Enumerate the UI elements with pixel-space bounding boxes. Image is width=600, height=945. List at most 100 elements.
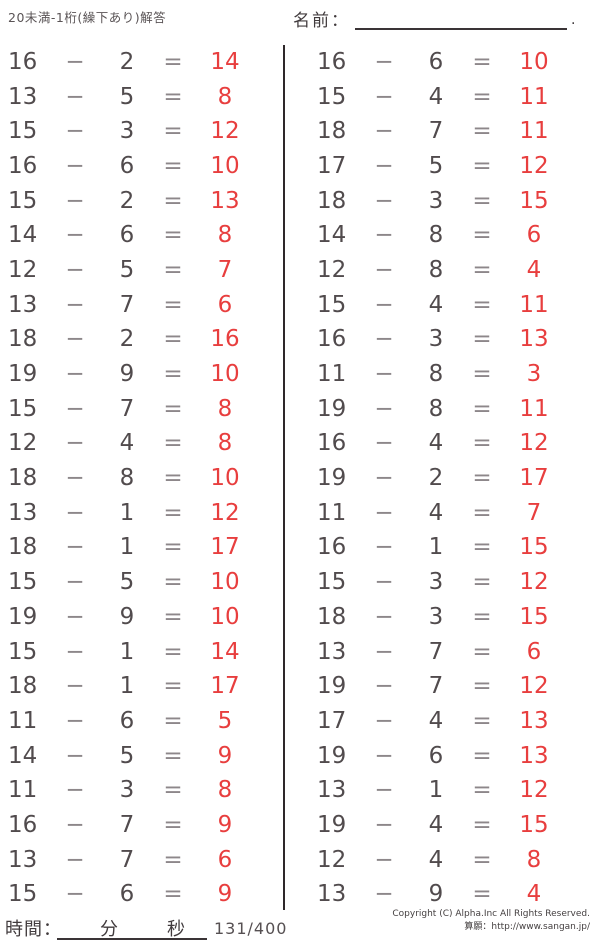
answer-value: 4 — [526, 881, 542, 908]
minus-sign: − — [65, 48, 85, 75]
minuend: 16 — [8, 152, 38, 179]
equals-sign: = — [472, 430, 492, 457]
problem-row: 13− 7 = 6 — [317, 635, 567, 670]
minus-sign: − — [65, 638, 85, 665]
minuend: 19 — [317, 811, 347, 838]
subtrahend: 8 — [428, 256, 444, 283]
problem-row: 19− 6 = 13 — [317, 739, 567, 774]
subtrahend: 4 — [428, 430, 444, 457]
problem-row: 18− 1 = 17 — [8, 669, 258, 704]
minuend: 13 — [8, 83, 38, 110]
equals-sign: = — [472, 222, 492, 249]
equals-sign: = — [163, 361, 183, 388]
answer-value: 16 — [210, 326, 240, 353]
equals-sign: = — [472, 152, 492, 179]
problem-row: 15− 3 = 12 — [8, 114, 258, 149]
equals-sign: = — [472, 395, 492, 422]
answer-value: 10 — [519, 48, 549, 75]
problem-row: 15− 4 = 11 — [317, 288, 567, 323]
minus-sign: − — [374, 465, 394, 492]
minuend: 18 — [8, 534, 38, 561]
answer-value: 7 — [217, 256, 233, 283]
problem-row: 18− 3 = 15 — [317, 600, 567, 635]
subtrahend: 4 — [428, 291, 444, 318]
minus-sign: − — [374, 152, 394, 179]
equals-sign: = — [163, 430, 183, 457]
equals-sign: = — [163, 118, 183, 145]
subtrahend: 5 — [119, 256, 135, 283]
minus-sign: − — [65, 291, 85, 318]
minus-sign: − — [374, 499, 394, 526]
subtrahend: 1 — [119, 499, 135, 526]
minuend: 15 — [8, 395, 38, 422]
minuend: 11 — [317, 499, 347, 526]
seconds-label: 秒 — [167, 919, 185, 940]
subtrahend: 9 — [119, 603, 135, 630]
time-label: 時間： — [5, 919, 62, 940]
minuend: 19 — [8, 361, 38, 388]
subtrahend: 1 — [428, 534, 444, 561]
subtrahend: 7 — [119, 291, 135, 318]
problem-row: 18− 3 = 15 — [317, 184, 567, 219]
subtrahend: 5 — [119, 742, 135, 769]
answer-value: 13 — [210, 187, 240, 214]
equals-sign: = — [163, 707, 183, 734]
equals-sign: = — [472, 326, 492, 353]
subtrahend: 7 — [428, 638, 444, 665]
minus-sign: − — [374, 638, 394, 665]
problem-row: 11− 6 = 5 — [8, 704, 258, 739]
answer-value: 10 — [210, 569, 240, 596]
minuend: 16 — [8, 811, 38, 838]
minus-sign: − — [65, 707, 85, 734]
minuend: 14 — [8, 742, 38, 769]
worksheet-title: 20未満-1桁(繰下あり)解答 — [8, 10, 167, 25]
answer-value: 12 — [519, 569, 549, 596]
minus-sign: − — [65, 673, 85, 700]
minus-sign: − — [65, 465, 85, 492]
problem-row: 17− 4 = 13 — [317, 704, 567, 739]
problem-row: 19− 7 = 12 — [317, 669, 567, 704]
answer-value: 8 — [217, 430, 233, 457]
minus-sign: − — [374, 187, 394, 214]
minus-sign: − — [65, 430, 85, 457]
equals-sign: = — [472, 534, 492, 561]
answer-value: 10 — [210, 361, 240, 388]
answer-value: 11 — [519, 83, 549, 110]
answer-value: 14 — [210, 48, 240, 75]
problem-row: 14− 6 = 8 — [8, 218, 258, 253]
subtrahend: 8 — [119, 465, 135, 492]
time-blank-line — [57, 912, 207, 940]
answer-value: 8 — [526, 846, 542, 873]
equals-sign: = — [163, 187, 183, 214]
equals-sign: = — [163, 603, 183, 630]
problem-row: 15− 7 = 8 — [8, 392, 258, 427]
minus-sign: − — [374, 777, 394, 804]
subtrahend: 3 — [428, 569, 444, 596]
minus-sign: − — [65, 256, 85, 283]
equals-sign: = — [472, 638, 492, 665]
answer-value: 14 — [210, 638, 240, 665]
equals-sign: = — [472, 811, 492, 838]
problem-row: 14− 5 = 9 — [8, 739, 258, 774]
answer-value: 10 — [210, 465, 240, 492]
answer-value: 8 — [217, 777, 233, 804]
equals-sign: = — [163, 673, 183, 700]
answer-value: 6 — [217, 846, 233, 873]
minus-sign: − — [374, 118, 394, 145]
problem-row: 13− 7 = 6 — [8, 843, 258, 878]
problem-row: 13− 1 = 12 — [317, 773, 567, 808]
minus-sign: − — [374, 881, 394, 908]
equals-sign: = — [472, 118, 492, 145]
problem-row: 16− 1 = 15 — [317, 531, 567, 566]
minus-sign: − — [374, 534, 394, 561]
minus-sign: − — [65, 326, 85, 353]
answer-value: 9 — [217, 811, 233, 838]
answer-value: 3 — [526, 361, 542, 388]
answer-value: 15 — [519, 811, 549, 838]
minus-sign: − — [374, 707, 394, 734]
answer-value: 10 — [210, 152, 240, 179]
minutes-label: 分 — [100, 919, 118, 940]
problem-row: 12− 4 = 8 — [317, 843, 567, 878]
equals-sign: = — [163, 846, 183, 873]
answer-value: 12 — [519, 777, 549, 804]
